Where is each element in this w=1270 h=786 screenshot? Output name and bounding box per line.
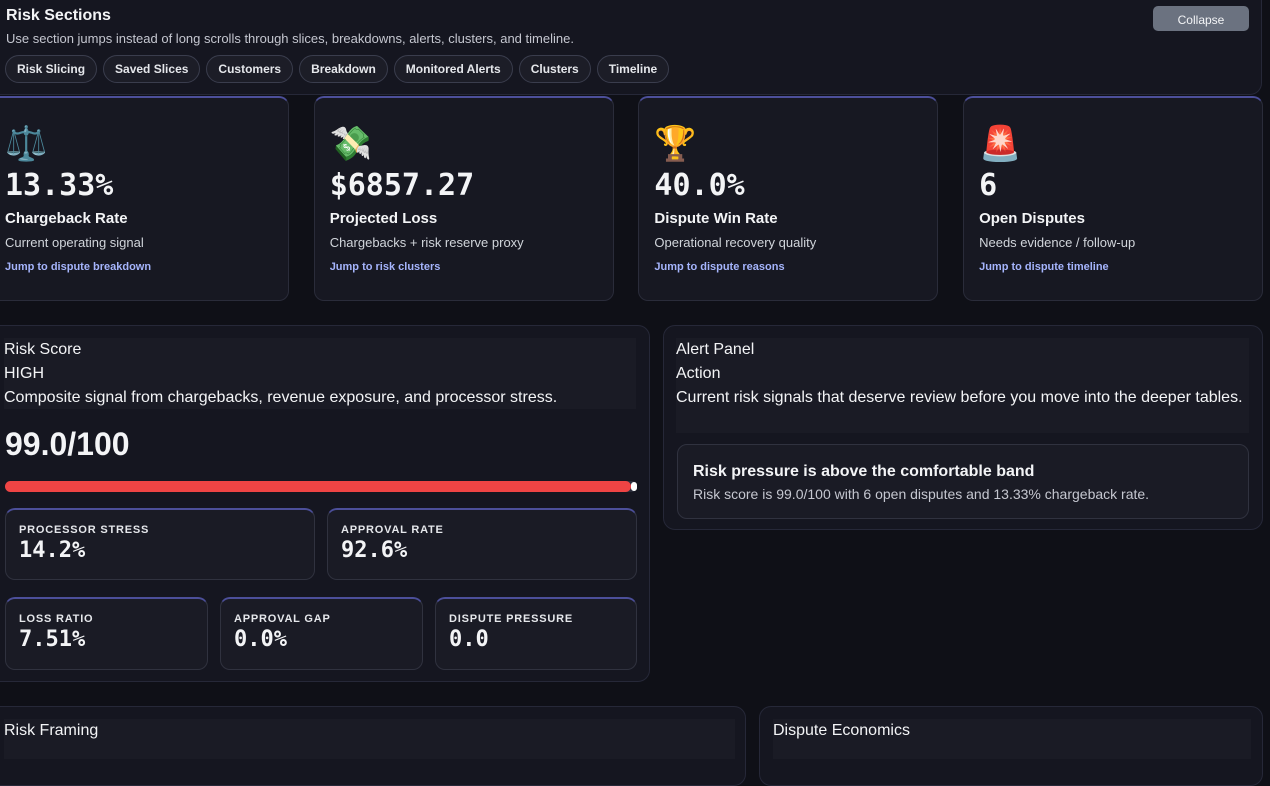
- risk-level: HIGH: [4, 365, 44, 382]
- alert-card: Risk pressure is above the comfortable b…: [677, 444, 1249, 519]
- kpi-value: 40.0%: [654, 168, 745, 203]
- alert-card-text: Risk score is 99.0/100 with 6 open dispu…: [693, 486, 1150, 502]
- alert-description: Current risk signals that deserve review…: [676, 389, 1243, 406]
- section-tab[interactable]: Saved Slices: [103, 55, 201, 83]
- kpi-link[interactable]: Jump to risk clusters: [329, 261, 441, 273]
- kpi-value: 13.33%: [5, 168, 114, 203]
- alert-title: Alert Panel: [676, 341, 755, 358]
- section-tab[interactable]: Clusters: [518, 55, 591, 83]
- kpi-label: Projected Loss: [329, 210, 438, 227]
- kpi-card: 🚨 6 Open Disputes Needs evidence / follow-u…: [963, 96, 1264, 301]
- kpi-icon: 💸: [329, 125, 373, 163]
- kpi-label: Chargeback Rate: [5, 210, 128, 227]
- section-title: Risk Framing: [4, 719, 735, 759]
- metric-card: LOSS RATIO 7.51%: [5, 597, 208, 670]
- kpi-description: Chargebacks + risk reserve proxy: [329, 235, 524, 250]
- metric-value: 0.0: [449, 627, 489, 652]
- score-track: [5, 481, 637, 492]
- metric-label: APPROVAL GAP: [234, 613, 331, 625]
- collapse-button[interactable]: Collapse: [1153, 6, 1249, 31]
- sections-panel: Risk Sections Use section jumps instead …: [0, 0, 1262, 95]
- kpi-card: 💸 $6857.27 Projected Loss Chargebacks + ris…: [313, 96, 614, 301]
- kpi-link[interactable]: Jump to dispute breakdown: [5, 261, 152, 273]
- risk-score-value: 99.0/100: [5, 426, 130, 462]
- metric-card: DISPUTE PRESSURE 0.0: [435, 597, 637, 670]
- tab-bar: Risk Slicing Saved Slices Customers Breakdo…: [5, 55, 675, 83]
- section-panel: Risk Framing: [0, 706, 746, 786]
- metric-label: PROCESSOR STRESS: [19, 524, 150, 536]
- kpi-description: Needs evidence / follow-up: [979, 235, 1136, 250]
- metric-value: 0.0%: [234, 627, 287, 652]
- metric-value: 7.51%: [19, 627, 86, 652]
- metric-label: DISPUTE PRESSURE: [449, 613, 574, 625]
- alert-subtitle: Action: [676, 365, 721, 382]
- kpi-link[interactable]: Jump to dispute reasons: [654, 261, 785, 273]
- panel-title: Risk Sections: [6, 7, 111, 24]
- section-tab[interactable]: Monitored Alerts: [393, 55, 513, 83]
- section-tab[interactable]: Customers: [206, 55, 294, 83]
- kpi-label: Open Disputes: [979, 210, 1085, 227]
- alert-card-title: Risk pressure is above the comfortable b…: [693, 463, 1035, 480]
- risk-header: Risk Score HIGH Composite signal from ch…: [4, 338, 636, 409]
- section-tab[interactable]: Breakdown: [299, 55, 388, 83]
- metric-label: LOSS RATIO: [19, 613, 94, 625]
- kpi-value: 6: [979, 168, 998, 203]
- risk-description: Composite signal from chargebacks, reven…: [4, 389, 558, 406]
- section-panel: Dispute Economics: [759, 706, 1263, 786]
- metric-value: 14.2%: [19, 538, 86, 563]
- metric-label: APPROVAL RATE: [341, 524, 444, 536]
- kpi-icon: 🚨: [979, 125, 1022, 163]
- metric-card: APPROVAL GAP 0.0%: [220, 597, 423, 670]
- kpi-link[interactable]: Jump to dispute timeline: [979, 261, 1109, 273]
- kpi-card: ⚖️ 13.33% Chargeback Rate Current operating…: [0, 96, 289, 301]
- kpi-icon: ⚖️: [5, 125, 48, 163]
- metric-card: PROCESSOR STRESS 14.2%: [5, 508, 315, 580]
- alert-panel: Alert Panel Action Current risk signals …: [663, 325, 1263, 530]
- section-title: Dispute Economics: [773, 719, 1251, 759]
- metric-value: 92.6%: [341, 538, 408, 563]
- risk-score-panel: Risk Score HIGH Composite signal from ch…: [0, 325, 650, 682]
- metric-card: APPROVAL RATE 92.6%: [327, 508, 637, 580]
- kpi-label: Dispute Win Rate: [654, 210, 778, 227]
- risk-title: Risk Score: [4, 341, 82, 358]
- kpi-icon: 🏆: [654, 125, 697, 163]
- alert-header: Alert Panel Action Current risk signals …: [676, 338, 1249, 433]
- kpi-value: $6857.27: [329, 168, 475, 203]
- kpi-description: Current operating signal: [5, 235, 144, 250]
- section-tab[interactable]: Risk Slicing: [5, 55, 98, 83]
- panel-subtitle: Use section jumps instead of long scroll…: [6, 31, 574, 46]
- kpi-card: 🏆 40.0% Dispute Win Rate Operational recove…: [638, 96, 939, 301]
- section-tab[interactable]: Timeline: [596, 55, 670, 83]
- kpi-description: Operational recovery quality: [654, 235, 817, 250]
- score-thumb: [631, 482, 637, 491]
- score-bar: [5, 481, 631, 492]
